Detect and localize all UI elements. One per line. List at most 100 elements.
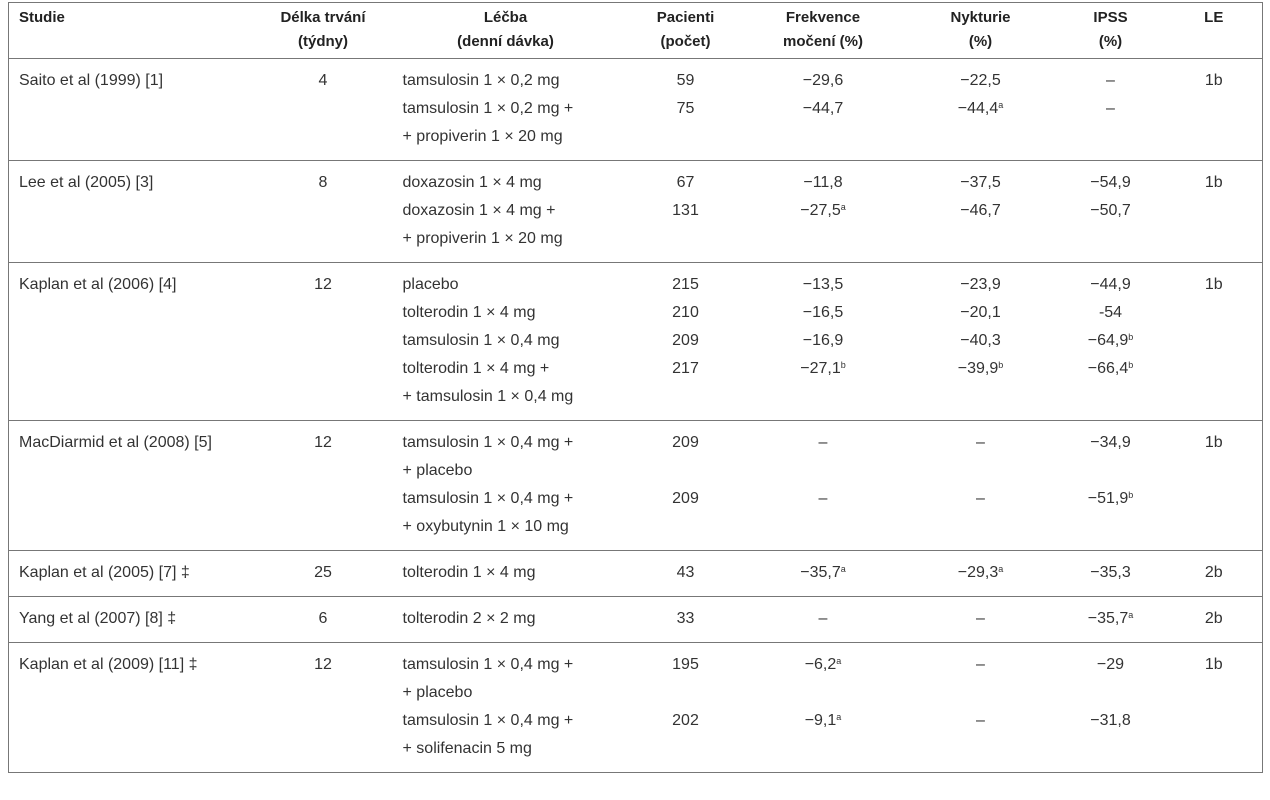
- ipss-cell: –: [1056, 59, 1166, 96]
- nykturie-cell: –: [906, 421, 1056, 486]
- frekvence-cell: −13,5: [741, 263, 906, 300]
- cell-value: –: [1106, 100, 1115, 117]
- treatment-cell: tamsulosin 1 × 0,4 mg + + solifenacin 5 m…: [381, 707, 631, 773]
- treatment-line: tamsulosin 1 × 0,2 mg: [402, 72, 560, 89]
- duration-cell: 25: [314, 564, 332, 581]
- duration-cell: 12: [314, 656, 332, 673]
- ipss-cell: −50,7: [1056, 197, 1166, 263]
- cell-value: −9,1: [804, 712, 837, 729]
- nykturie-cell: −40,3: [906, 327, 1056, 355]
- nykturie-cell: –: [906, 485, 1056, 551]
- le-cell: 2b: [1204, 564, 1223, 581]
- treatment-line: tolterodin 1 × 4 mg: [402, 564, 536, 581]
- cell-value: −51,9: [1087, 490, 1129, 507]
- ipss-cell: −51,9b: [1056, 485, 1166, 551]
- footnote-mark: a: [998, 564, 1004, 574]
- cell-value: −13,5: [802, 276, 844, 293]
- treatment-line: + propiverin 1 × 20 mg: [402, 128, 563, 145]
- cell-value: −44,7: [802, 100, 844, 117]
- ipss-cell: −64,9b: [1056, 327, 1166, 355]
- treatment-cell: tolterodin 1 × 4 mg: [381, 551, 631, 597]
- le-cell: 1b: [1204, 174, 1223, 191]
- arm-row: tamsulosin 1 × 0,4 mg + + solifenacin 5 m…: [9, 707, 1263, 773]
- patients-cell: 59: [676, 72, 695, 89]
- header-cell: Léčba (denní dávka): [380, 2, 631, 59]
- cell-value: −11,8: [803, 174, 843, 191]
- header-text: (denní dávka): [457, 33, 554, 50]
- treatment-line: + placebo: [402, 462, 473, 479]
- ipss-cell: −44,9: [1056, 263, 1166, 300]
- cell-value: –: [818, 490, 828, 507]
- header-cell: Nykturie (%): [905, 2, 1056, 59]
- ipss-cell: −31,8: [1056, 707, 1166, 773]
- footnote-mark: a: [840, 202, 846, 212]
- cell-value: −29,3: [957, 564, 999, 581]
- treatment-line: doxazosin 1 × 4 mg +: [402, 202, 556, 219]
- study-cell: Yang et al (2007) [8] ‡: [19, 610, 177, 627]
- treatment-cell: tamsulosin 1 × 0,4 mg + + placebo: [381, 643, 631, 708]
- frekvence-cell: −9,1a: [741, 707, 906, 773]
- nykturie-cell: –: [906, 597, 1056, 643]
- treatment-cell: tamsulosin 1 × 0,4 mg: [381, 327, 631, 355]
- treatment-cell: tamsulosin 1 × 0,2 mg: [381, 59, 631, 96]
- footnote-mark: b: [998, 360, 1004, 370]
- treatment-line: tolterodin 1 × 4 mg: [402, 304, 536, 321]
- nykturie-cell: −20,1: [906, 299, 1056, 327]
- study-group: Saito et al (1999) [1] 4 tamsulosin 1 × 0,…: [8, 58, 1263, 161]
- frekvence-cell: −6,2a: [741, 643, 906, 708]
- cell-value: −27,1: [800, 360, 841, 377]
- study-cell: Kaplan et al (2009) [11] ‡: [19, 656, 198, 673]
- treatment-cell: tolterodin 1 × 4 mg + + tamsulosin 1 × 0,…: [381, 355, 631, 421]
- duration-cell: 8: [318, 174, 328, 191]
- cell-value: −64,9: [1087, 332, 1129, 349]
- patients-cell: 217: [672, 360, 699, 377]
- cell-value: −44,9: [1090, 276, 1131, 293]
- frekvence-cell: −35,7a: [741, 551, 906, 597]
- header-text: (%): [968, 33, 993, 50]
- cell-value: −22,5: [960, 72, 1001, 89]
- header-cell: Délka trvání (týdny): [265, 2, 381, 59]
- frekvence-cell: −16,5: [741, 299, 906, 327]
- cell-value: −16,9: [802, 332, 844, 349]
- treatment-line: tolterodin 1 × 4 mg +: [402, 360, 550, 377]
- treatment-line: + tamsulosin 1 × 0,4 mg: [402, 388, 574, 405]
- header-text: (týdny): [298, 33, 348, 50]
- duration-cell: 12: [314, 434, 332, 451]
- footnote-mark: a: [1128, 610, 1134, 620]
- cell-value: −29,6: [802, 72, 844, 89]
- study-group: Kaplan et al (2006) [4] 12 placebo 215 −13,5…: [8, 262, 1263, 421]
- arm-row: Saito et al (1999) [1] 4 tamsulosin 1 × 0,…: [9, 59, 1263, 96]
- header-text: IPSS: [1093, 9, 1128, 26]
- cell-value: –: [818, 610, 828, 627]
- treatment-line: tolterodin 2 × 2 mg: [402, 610, 536, 627]
- cell-value: −50,7: [1090, 202, 1131, 219]
- cell-value: −54,9: [1090, 174, 1131, 191]
- header-text: LE: [1204, 9, 1224, 26]
- nykturie-cell: −39,9b: [906, 355, 1056, 421]
- header-text: močení (%): [782, 33, 863, 50]
- nykturie-cell: −22,5: [906, 59, 1056, 96]
- le-cell: 1b: [1204, 72, 1223, 89]
- footnote-mark: b: [1128, 490, 1134, 500]
- frekvence-cell: −44,7: [741, 95, 906, 161]
- cell-value: −23,9: [960, 276, 1001, 293]
- arm-row: Yang et al (2007) [8] ‡ 6 tolterodin 2 × 2…: [9, 597, 1263, 643]
- treatment-cell: tamsulosin 1 × 0,4 mg + + placebo: [381, 421, 631, 486]
- frekvence-cell: –: [741, 597, 906, 643]
- nykturie-cell: −29,3a: [906, 551, 1056, 597]
- header-text: Studie: [19, 9, 65, 26]
- cell-value: −44,4: [957, 100, 999, 117]
- treatment-cell: placebo: [381, 263, 631, 300]
- frekvence-cell: −29,6: [741, 59, 906, 96]
- treatment-line: + solifenacin 5 mg: [402, 740, 532, 757]
- ipss-cell: −29: [1056, 643, 1166, 708]
- treatment-cell: doxazosin 1 × 4 mg: [381, 161, 631, 198]
- duration-cell: 4: [318, 72, 328, 89]
- duration-cell: 6: [318, 610, 328, 627]
- treatment-cell: doxazosin 1 × 4 mg + + propiverin 1 × 20 …: [381, 197, 631, 263]
- study-group: Kaplan et al (2009) [11] ‡ 12 tamsulosin 1…: [8, 642, 1263, 773]
- cell-value: −35,3: [1090, 564, 1131, 581]
- treatment-cell: tolterodin 1 × 4 mg: [381, 299, 631, 327]
- study-group: MacDiarmid et al (2008) [5] 12 tamsulosin …: [8, 420, 1263, 551]
